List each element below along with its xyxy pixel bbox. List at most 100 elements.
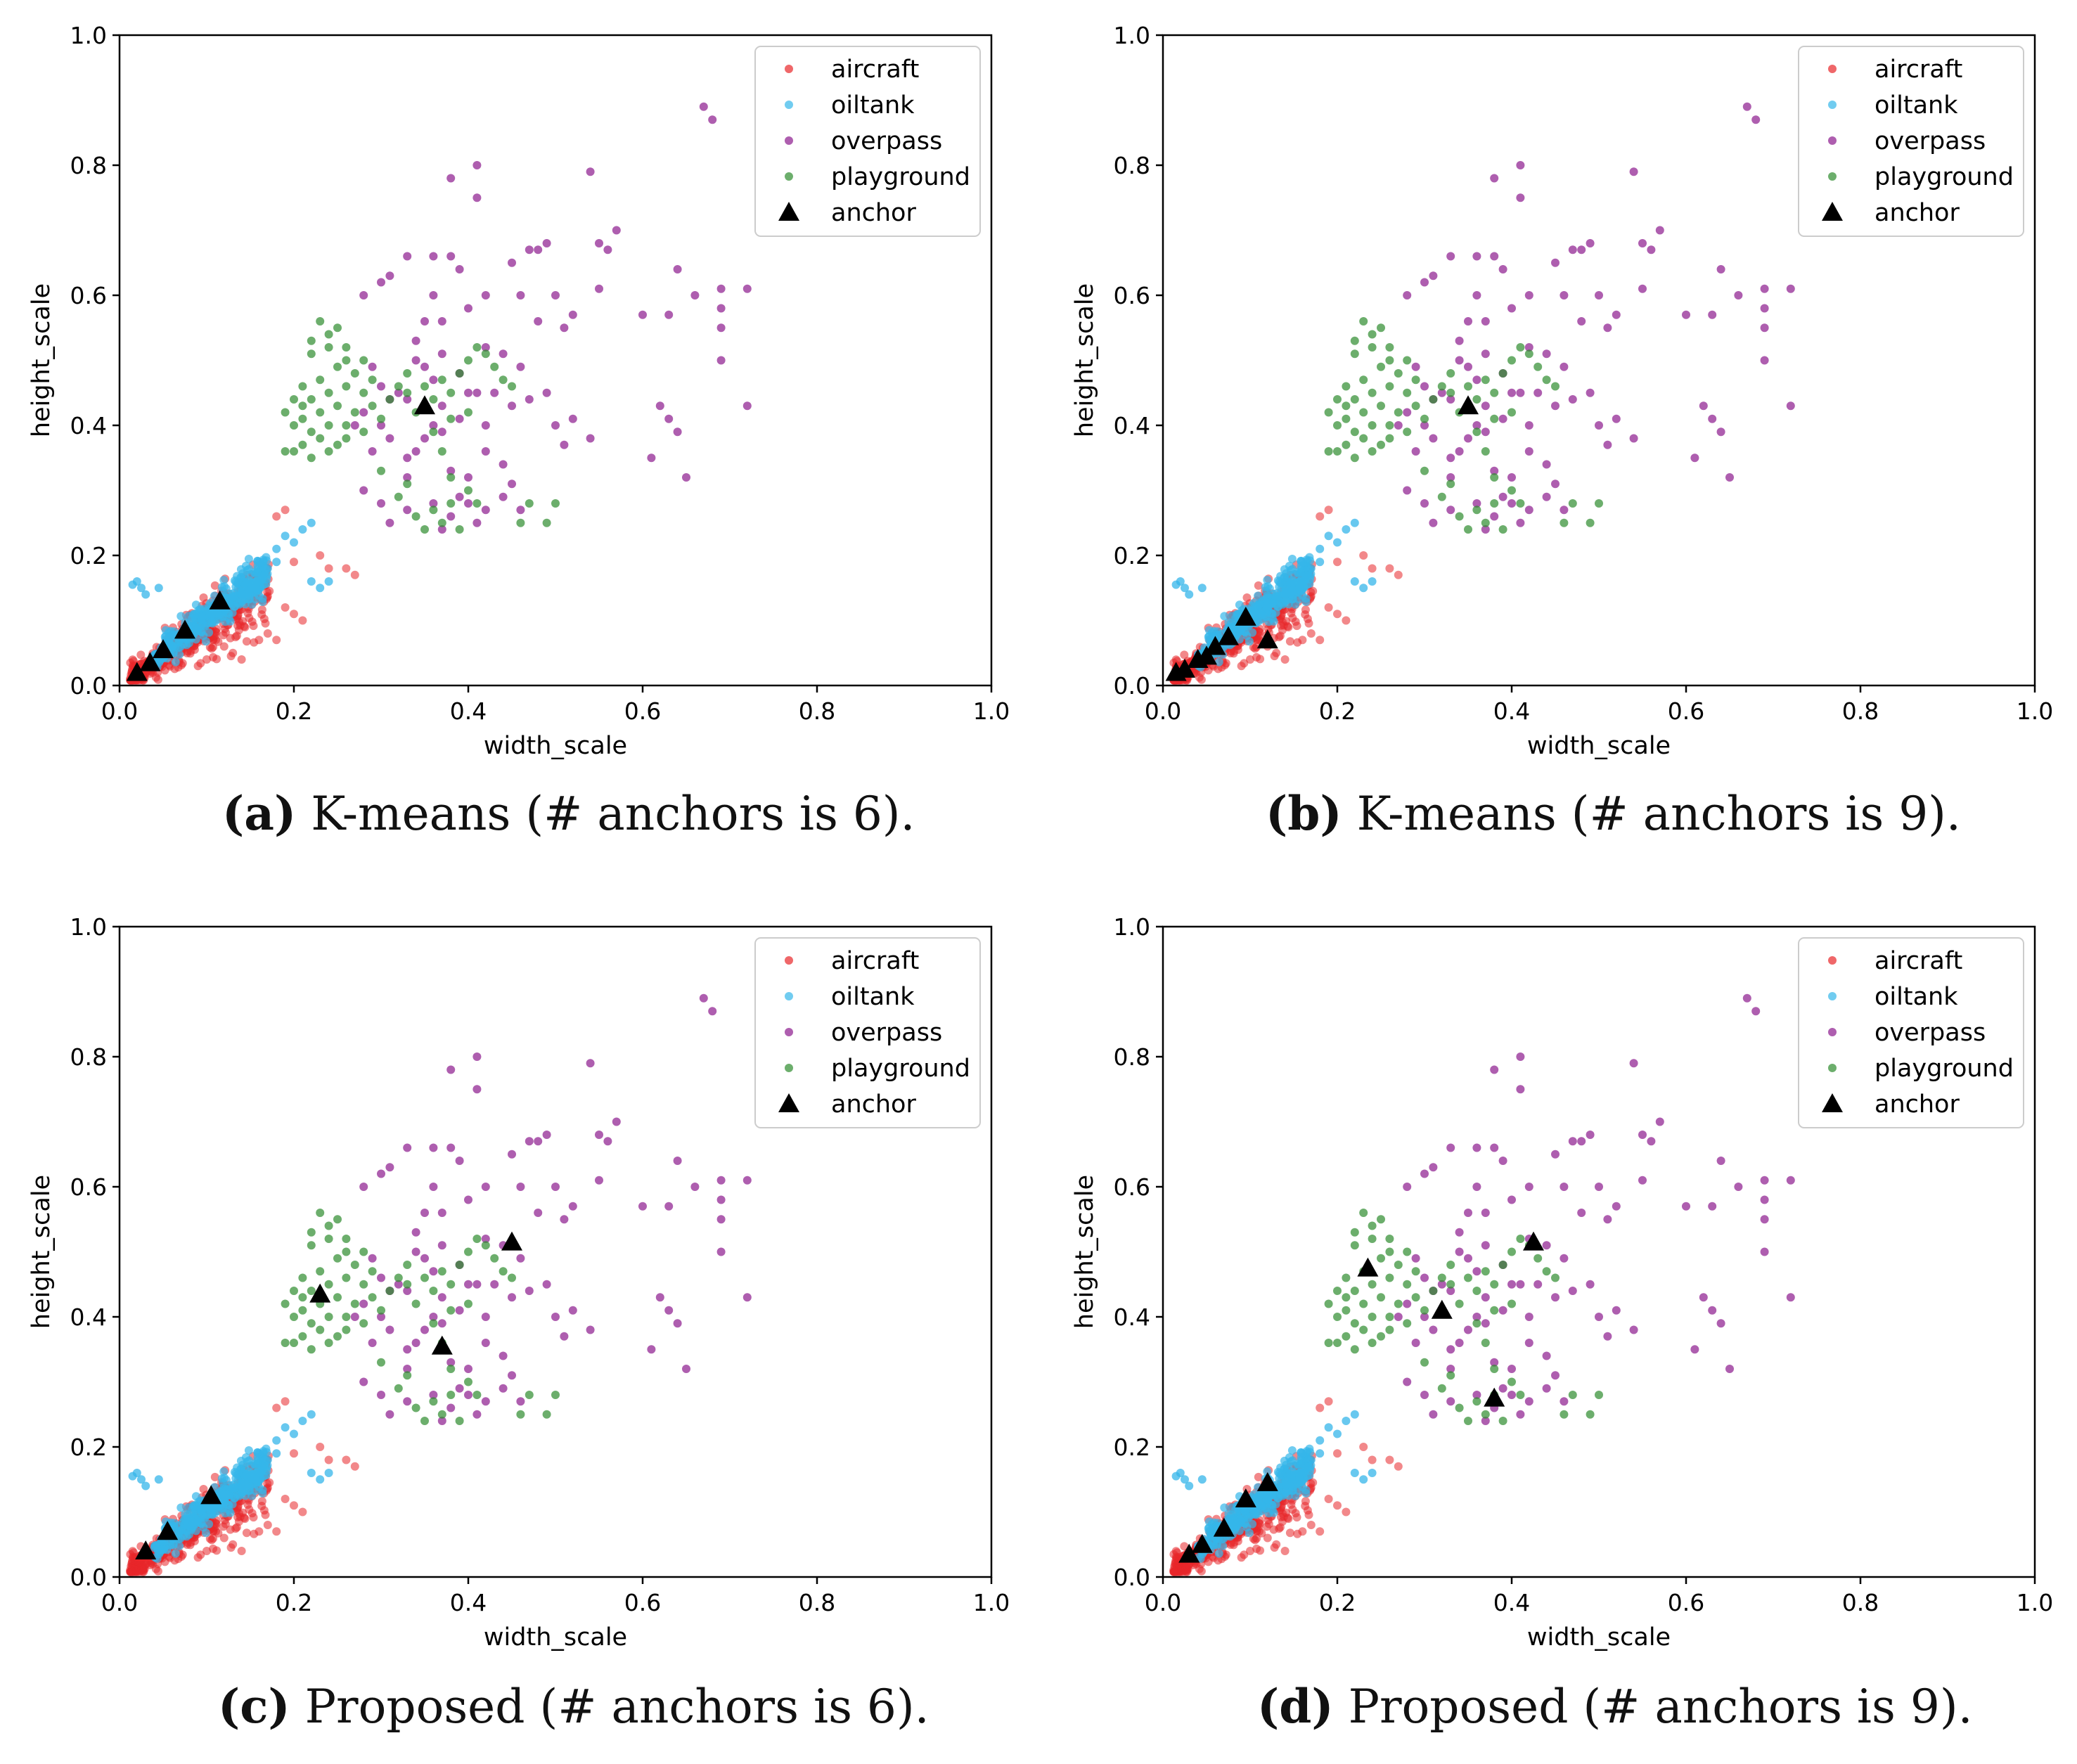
point-overpass [403, 1287, 412, 1295]
point-aircraft [243, 1500, 252, 1509]
point-oiltank [259, 580, 269, 589]
point-overpass [1420, 382, 1429, 391]
point-oiltank [251, 584, 260, 593]
point-oiltank [1261, 612, 1269, 622]
point-overpass [1464, 434, 1472, 443]
point-overpass [481, 447, 490, 456]
point-playground [1551, 382, 1560, 391]
point-oiltank [1263, 1467, 1272, 1476]
point-overpass [1498, 414, 1507, 423]
point-overpass [359, 486, 368, 495]
point-overpass [455, 1384, 464, 1393]
legend-marker-overpass [1828, 136, 1837, 145]
point-playground [1464, 525, 1472, 534]
point-playground [333, 1254, 342, 1263]
point-overpass [508, 1293, 516, 1302]
point-overpass [1429, 518, 1438, 527]
point-overpass [560, 1215, 569, 1224]
point-overpass [1568, 395, 1577, 404]
point-playground [1368, 1313, 1377, 1321]
point-overpass [1725, 1365, 1734, 1373]
point-overpass [1507, 388, 1516, 397]
point-playground [307, 395, 316, 404]
point-overpass [1542, 1351, 1551, 1360]
point-playground [1455, 512, 1464, 521]
legend-marker-playground [1828, 172, 1837, 181]
point-overpass [1568, 1137, 1577, 1146]
legend-label-playground: playground [831, 1055, 970, 1083]
point-aircraft [212, 1546, 221, 1555]
point-overpass [1429, 434, 1438, 443]
point-overpass [481, 291, 490, 300]
point-playground [359, 1319, 368, 1328]
point-overpass [1760, 1247, 1769, 1256]
point-overpass [716, 304, 726, 313]
point-oiltank [316, 1475, 325, 1484]
point-overpass [1481, 1293, 1490, 1302]
point-overpass [464, 1365, 472, 1373]
point-oiltank [191, 1526, 200, 1536]
legend-label-anchor: anchor [1875, 1090, 1960, 1119]
point-overpass [1429, 1325, 1438, 1334]
point-aircraft [1304, 619, 1313, 628]
point-playground [359, 356, 368, 365]
point-aircraft [261, 619, 270, 628]
y-tick-label: 0.8 [1114, 1043, 1150, 1071]
point-overpass [708, 115, 717, 124]
point-aircraft [255, 636, 264, 645]
point-playground [1385, 1325, 1394, 1334]
point-playground [403, 388, 412, 397]
point-overpass [411, 356, 420, 365]
point-playground [1490, 1306, 1499, 1315]
point-overpass [716, 1247, 726, 1256]
point-overpass [1446, 1365, 1455, 1373]
x-tick-label: 1.0 [2017, 1589, 2053, 1616]
legend-label-overpass: overpass [1875, 127, 1986, 155]
point-playground [1385, 1313, 1394, 1321]
point-oiltank [1285, 578, 1294, 587]
point-playground [377, 466, 385, 475]
point-aircraft [342, 1455, 351, 1464]
caption-text: Proposed (# anchors is 9). [1333, 1680, 1973, 1734]
point-playground [516, 518, 525, 527]
point-oiltank [169, 627, 179, 636]
point-overpass [472, 1280, 482, 1289]
point-oiltank [255, 558, 264, 567]
point-playground [350, 1299, 359, 1308]
anchor-marker [1256, 1472, 1278, 1491]
legend-marker-anchor [778, 202, 799, 221]
point-playground [481, 349, 490, 359]
point-playground [368, 1293, 377, 1302]
point-oiltank [132, 1469, 141, 1477]
y-tick-label: 0.4 [70, 412, 107, 439]
point-overpass [1760, 1215, 1769, 1224]
y-tick-label: 1.0 [1114, 913, 1150, 941]
legend: aircraft oiltank overpass playground anchor [1798, 46, 2024, 237]
point-aircraft [1324, 1397, 1333, 1406]
point-playground [1403, 356, 1412, 365]
point-overpass [368, 1339, 377, 1347]
point-oiltank [132, 577, 141, 586]
x-tick-label: 0.8 [1842, 697, 1879, 725]
point-overpass [1394, 421, 1403, 430]
point-playground [342, 382, 351, 391]
point-oiltank [290, 1429, 298, 1438]
y-tick-label: 0.2 [1114, 542, 1150, 569]
point-oiltank [193, 1517, 202, 1526]
point-overpass [1403, 1299, 1412, 1308]
anchor-marker [1191, 1533, 1213, 1553]
point-overpass [1472, 375, 1481, 385]
point-aircraft [1269, 1525, 1278, 1534]
point-overpass [1429, 1163, 1438, 1172]
point-oiltank [1342, 1417, 1351, 1425]
point-oiltank [180, 1519, 189, 1528]
legend-marker-oiltank [785, 992, 793, 1000]
legend-marker-overpass [1828, 1028, 1837, 1036]
point-aircraft [1292, 622, 1301, 631]
point-overpass [586, 434, 595, 443]
point-playground [1446, 1280, 1455, 1289]
point-oiltank [1269, 617, 1278, 626]
point-playground [403, 369, 412, 378]
point-aircraft [219, 642, 229, 651]
point-oiltank [205, 628, 214, 637]
